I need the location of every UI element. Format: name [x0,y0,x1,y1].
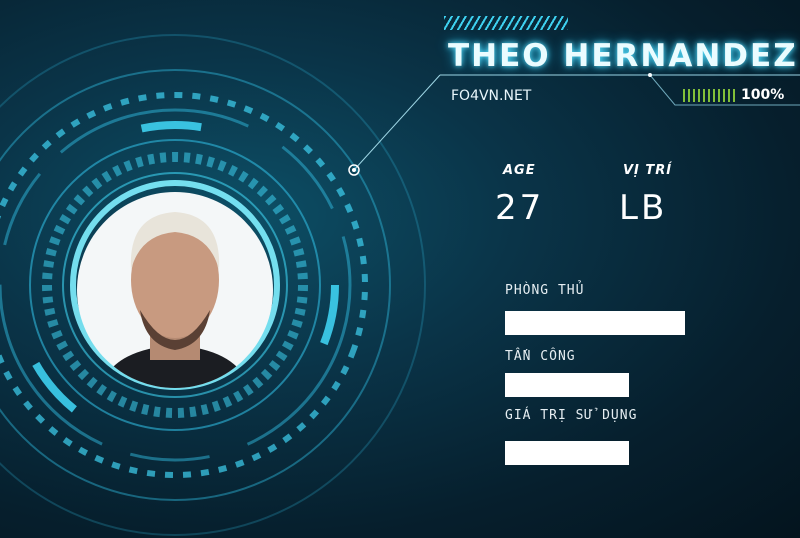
age-value: 27 [495,188,545,228]
stat-bar-fill [505,441,629,465]
position-label: VỊ TRÍ [623,163,673,178]
decorative-stripes [444,16,568,30]
stat-label-defense: PHÒNG THỦ [505,283,585,298]
stat-bar-attack [505,373,705,397]
stat-label-usage-value: GIÁ TRỊ SỬ DỤNG [505,408,638,423]
connector-node-icon [348,164,360,176]
stat-bar-defense [505,311,705,335]
stat-bar-usage-value [505,441,705,465]
position-value: LB [619,188,668,228]
stat-bar-fill [505,373,629,397]
stat-label-attack: TẤN CÔNG [505,349,576,364]
player-photo [77,192,273,388]
completion-percent: 100% [741,87,785,103]
site-label: FO4VN.NET [451,88,532,104]
age-label: AGE [503,163,536,178]
player-name: THEO HERNANDEZ [448,38,798,74]
stat-bar-fill [505,311,685,335]
completion-meter [683,89,737,102]
